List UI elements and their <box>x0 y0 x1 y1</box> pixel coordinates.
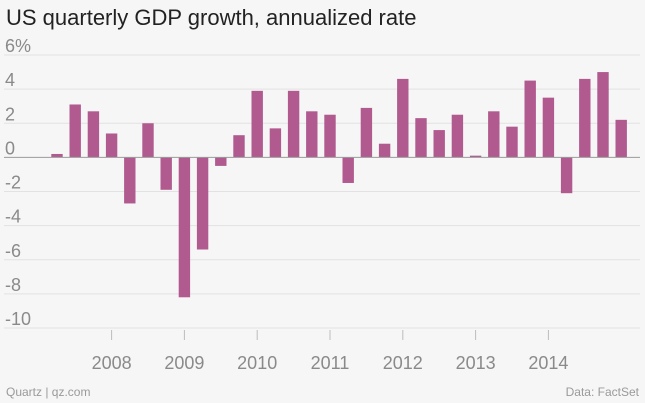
y-axis-ticks: 6% 4 2 0 -2 -4 -6 -8 -10 <box>5 36 31 329</box>
bar-2010-q4 <box>306 111 318 158</box>
bar-2014-q2 <box>560 157 573 194</box>
data-source: Data: FactSet <box>565 385 639 399</box>
bar-2011-q2 <box>342 157 354 183</box>
y-tick-label: -8 <box>5 275 21 295</box>
gridlines <box>4 54 640 329</box>
bar-2008-q1 <box>105 133 118 158</box>
bar-2012-q4 <box>451 114 464 158</box>
bar-2011-q4 <box>378 143 391 158</box>
bar-2007-q2 <box>51 153 63 158</box>
bar-2009-q3 <box>215 157 227 166</box>
x-tick-label-2012: 2012 <box>383 353 423 373</box>
bar-2013-q1 <box>469 155 482 158</box>
bar-2010-q3 <box>287 90 300 158</box>
y-tick-label: -6 <box>5 241 21 261</box>
y-tick-label: -10 <box>5 309 31 329</box>
chart-title: US quarterly GDP growth, annualized rate <box>6 5 417 30</box>
bar-2008-q2 <box>124 157 136 204</box>
x-tick-label-2009: 2009 <box>164 353 204 373</box>
bar-2009-q2 <box>196 157 209 250</box>
bar-2010-q2 <box>269 128 282 158</box>
x-tick-label-2011: 2011 <box>311 353 350 373</box>
bar-2013-q4 <box>524 80 536 158</box>
bars <box>51 72 627 298</box>
bar-2010-q1 <box>251 90 263 158</box>
bar-2007-q3 <box>69 104 81 158</box>
bar-2009-q4 <box>233 135 245 158</box>
bar-2011-q3 <box>360 107 373 158</box>
x-tick-label-2013: 2013 <box>456 353 496 373</box>
bar-2011-q1 <box>324 114 336 158</box>
bar-2007-q4 <box>87 111 100 158</box>
y-tick-label: 6% <box>5 36 31 56</box>
bar-2015-q1 <box>615 119 627 158</box>
bar-2012-q2 <box>415 118 427 158</box>
y-tick-label: 4 <box>5 70 15 90</box>
y-tick-label: 0 <box>5 138 15 158</box>
x-tick-label-2010: 2010 <box>237 353 277 373</box>
bar-2009-q1 <box>178 157 191 298</box>
x-tick-label-2014: 2014 <box>528 353 568 373</box>
bar-2014-q4 <box>597 72 609 158</box>
bar-2008-q4 <box>160 157 172 190</box>
x-tick-label-2008: 2008 <box>92 353 132 373</box>
bar-2008-q3 <box>142 123 154 158</box>
x-axis-ticks: 2008 2009 2010 2011 2012 2013 2014 <box>92 330 568 373</box>
source-credit: Quartz | qz.com <box>6 385 91 399</box>
y-tick-label: -2 <box>5 173 21 193</box>
bar-2012-q1 <box>397 78 409 158</box>
bar-2014-q1 <box>542 97 555 158</box>
y-tick-label: 2 <box>5 104 15 124</box>
bar-2013-q2 <box>488 111 500 158</box>
bar-2013-q3 <box>506 126 518 158</box>
y-tick-label: -4 <box>5 207 21 227</box>
bar-2012-q3 <box>433 130 445 158</box>
bar-2014-q3 <box>579 78 591 158</box>
